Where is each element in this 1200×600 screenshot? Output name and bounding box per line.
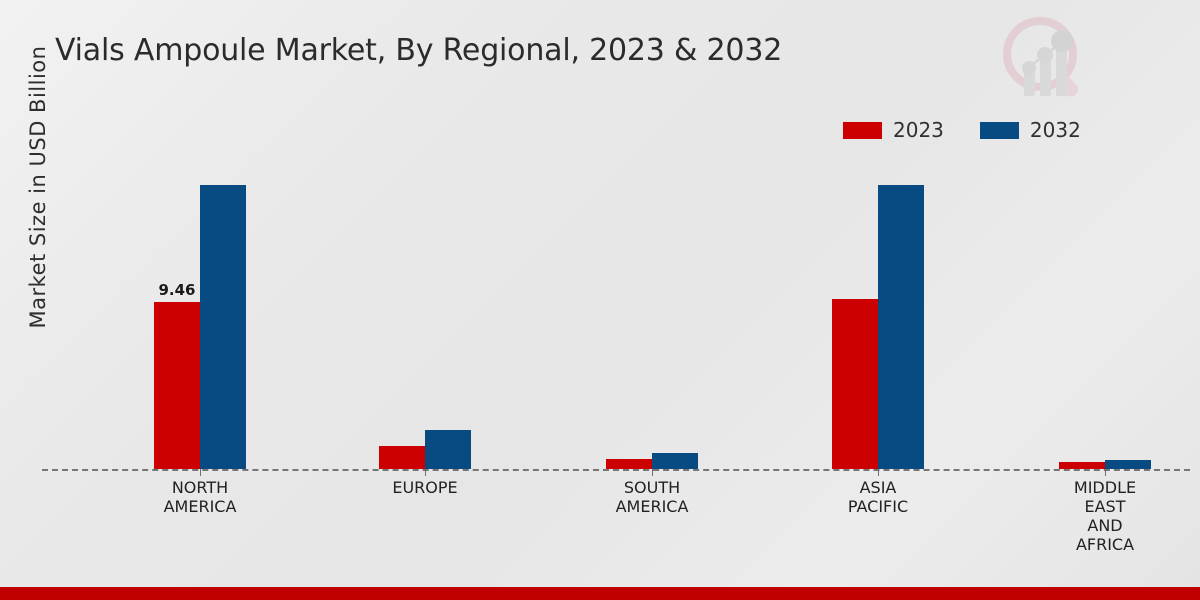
bar-2023[interactable] (1059, 462, 1105, 469)
page-title: Vials Ampoule Market, By Regional, 2023 … (55, 33, 783, 68)
x-axis-category-label: NORTH AMERICA (163, 478, 237, 516)
x-axis-category-label: MIDDLE EAST AND AFRICA (1073, 478, 1137, 554)
x-axis-tick (425, 469, 426, 476)
bar-2032[interactable] (878, 185, 924, 469)
bar-pair (557, 160, 747, 469)
bar-2032[interactable] (425, 430, 471, 469)
bar-2023[interactable] (154, 302, 200, 469)
x-axis-category-label: ASIA PACIFIC (847, 478, 909, 516)
footer-accent-strip (0, 587, 1200, 600)
legend-swatch-2032 (979, 121, 1019, 139)
bar-group: MIDDLE EAST AND AFRICA (1010, 160, 1200, 554)
chart-legend: 2023 2032 (843, 120, 1081, 140)
x-axis-tick (652, 469, 653, 476)
bar-2032[interactable] (652, 453, 698, 469)
bar-pair (783, 160, 973, 469)
bar-2023[interactable] (606, 459, 652, 469)
bar-2023[interactable] (832, 299, 878, 469)
bar-pair (1010, 160, 1200, 469)
bar-2023[interactable] (379, 446, 425, 469)
legend-swatch-2023 (843, 121, 882, 139)
bar-group: 9.46 NORTH AMERICA (105, 160, 295, 516)
bar-group: ASIA PACIFIC (783, 160, 973, 516)
legend-item-2032[interactable]: 2032 (979, 118, 1081, 142)
legend-item-2023[interactable]: 2023 (843, 120, 944, 140)
x-axis-baseline (42, 469, 1190, 471)
legend-label-2023: 2023 (893, 118, 944, 142)
bar-value-label: 9.46 (158, 281, 196, 299)
x-axis-category-label: EUROPE (392, 478, 458, 497)
legend-label-2032: 2032 (1029, 118, 1081, 142)
plot-area: 9.46 NORTH AMERICA EUROPE SOUTH AMERICA ASIA… (42, 160, 1190, 554)
market-research-future-logo-watermark (1003, 17, 1079, 97)
bar-group: EUROPE (330, 160, 520, 497)
x-axis-tick (200, 469, 201, 476)
bar-group: SOUTH AMERICA (557, 160, 747, 516)
bar-2032[interactable] (200, 185, 246, 469)
x-axis-tick (1105, 469, 1106, 476)
bar-pair: 9.46 (105, 160, 295, 469)
bar-pair (330, 160, 520, 469)
x-axis-category-label: SOUTH AMERICA (615, 478, 689, 516)
bar-2032[interactable] (1105, 460, 1151, 469)
x-axis-tick (878, 469, 879, 476)
